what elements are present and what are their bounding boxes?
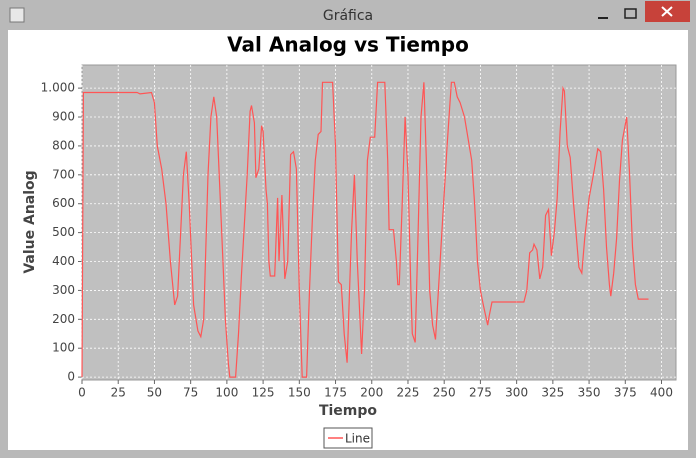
x-tick-label: 125 (252, 386, 275, 400)
x-tick-label: 225 (397, 386, 420, 400)
y-tick-label: 100 (52, 341, 75, 355)
close-icon (661, 6, 673, 17)
y-tick-label: 500 (52, 225, 75, 239)
maximize-button[interactable] (624, 8, 637, 19)
x-tick-label: 0 (78, 386, 86, 400)
y-axis-label: Value Analog (22, 170, 38, 273)
x-tick-label: 400 (650, 386, 673, 400)
window-title: Gráfica (323, 8, 373, 24)
y-tick-label: 300 (52, 283, 75, 297)
x-tick-label: 375 (614, 386, 637, 400)
x-tick-label: 200 (360, 386, 383, 400)
legend-label: Line (345, 432, 370, 446)
x-tick-label: 350 (578, 386, 601, 400)
app-icon (9, 7, 25, 23)
y-tick-label: 1.000 (41, 81, 75, 95)
x-tick-label: 75 (183, 386, 198, 400)
chart-title: Val Analog vs Tiempo (227, 33, 469, 57)
y-tick-label: 800 (52, 138, 75, 152)
x-tick-label: 300 (505, 386, 528, 400)
legend (323, 427, 373, 449)
y-tick-label: 700 (52, 167, 75, 181)
y-tick-label: 0 (67, 370, 75, 384)
chart-layer: 0 100 200 300 400 500 600 700 800 900 1.000 0 25 50 75… (41, 65, 676, 446)
x-tick-label: 175 (324, 386, 347, 400)
y-tick-label: 600 (52, 196, 75, 210)
y-tick-label: 400 (52, 254, 75, 268)
line (81, 81, 649, 378)
x-tick-label: 250 (433, 386, 456, 400)
x-tick-label: 325 (541, 386, 564, 400)
x-axis-label: Tiempo (319, 403, 377, 419)
x-tick-label: 100 (215, 386, 238, 400)
x-tick-label: 150 (288, 386, 311, 400)
x-tick-label: 25 (111, 386, 126, 400)
y-tick-label: 200 (52, 312, 75, 326)
x-tick-label: 275 (469, 386, 492, 400)
x-tick-label: 50 (147, 386, 162, 400)
y-tick-label: 900 (52, 110, 75, 124)
